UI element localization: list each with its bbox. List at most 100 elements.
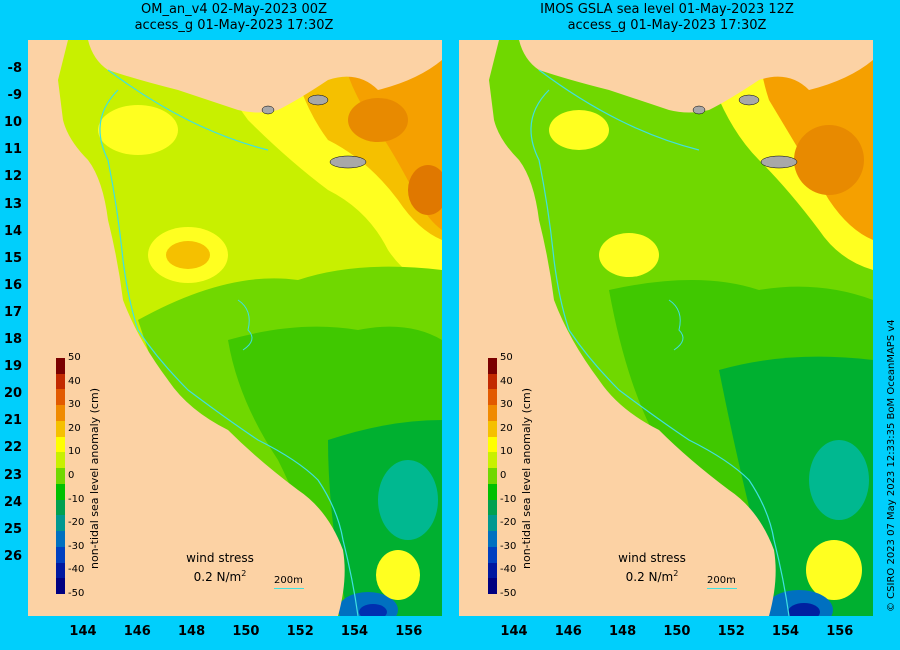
island-grey-3 [261,105,275,115]
wind-stress-line1: wind stress [618,551,686,565]
shelf-isobath [530,89,790,616]
anomaly-teal [809,440,869,520]
anomaly-teal [378,460,438,540]
png-land [519,40,873,113]
colorbar-segment [488,499,497,516]
anomaly-blue-core [788,603,820,616]
colorbar-segment [56,531,65,548]
colorbar-segment [488,358,497,375]
x-tick-label: 148 [178,624,206,639]
colorbar-segment [56,389,65,406]
y-tick-label: 16 [4,277,23,293]
colorbar-tick-label: 10 [500,446,513,458]
left-title-line1: OM_an_v4 02-May-2023 00Z [141,2,327,17]
colorbar-segment [56,358,65,375]
anomaly-blue-core [359,604,387,616]
colorbar-segment [488,452,497,469]
shelf-isobath [99,89,359,616]
y-tick-label: 10 [4,115,23,131]
anomaly-yellow-south [376,550,420,600]
colorbar-tick-label: -30 [500,540,517,552]
colorbar-tick-label: -40 [68,564,85,576]
reef-isobath [237,299,253,351]
y-tick-label: 18 [4,332,23,347]
right-map-panel [459,40,873,616]
x-tick-label: 154 [340,624,369,639]
colorbar-tick-label: -20 [500,517,517,529]
x-tick-label: 144 [500,624,528,639]
png-land [88,40,442,113]
x-tick-label: 148 [609,624,637,639]
island-grey [329,155,367,169]
colorbar-segment [488,468,497,485]
colorbar-segment [488,373,497,390]
anomaly-yellow-blob-2 [98,105,178,155]
colorbar-segment [488,405,497,422]
left-title-line2: access_g 01-May-2023 17:30Z [134,18,334,33]
colorbar-tick-label: 0 [68,470,75,481]
colorbar-title: non-tidal sea level anomaly (cm) [520,388,533,569]
colorbar-segment [56,483,65,501]
right-title-line2: access_g 01-May-2023 17:30Z [567,18,767,33]
australia-land [459,40,776,616]
y-tick-label: 14 [4,223,23,239]
png-coast-isobath [538,69,700,151]
island-grey [760,155,798,169]
island-grey-2 [738,94,760,106]
colorbar-tick-label: -50 [68,588,85,599]
reef-isobath [668,299,684,351]
colorbar-tick-label: 10 [68,446,81,458]
colorbar-segment [56,499,65,516]
colorbar-tick-label: 50 [68,352,81,363]
colorbar-tick-label: -10 [68,493,85,505]
colorbar-segment [488,562,497,579]
wind-stress-line1: wind stress [186,551,254,565]
colorbar-segment [56,578,65,595]
colorbar-tick-label: 30 [68,399,81,411]
anomaly-yellow-south [806,540,862,600]
wind-stress-line2: 0.2 N/m2 [625,569,679,584]
scale-line-left [274,588,304,589]
y-tick-label: 13 [4,196,23,212]
colorbar-tick-label: -10 [500,493,517,505]
wind-stress-label-right: wind stress 0.2 N/m2 [602,550,702,585]
x-tick-label: 156 [395,624,423,639]
x-tick-label: 152 [717,624,745,639]
colorbar-segment [56,452,65,469]
scale-line-right [707,588,737,589]
y-tick-label: 26 [4,548,23,564]
colorbar-tick-label: 40 [500,375,513,387]
x-tick-label: 154 [771,624,800,639]
colorbar-segment [488,515,497,532]
colorbar-segment [56,373,65,390]
left-map-svg [28,40,442,616]
colorbar-tick-label: 0 [500,470,507,481]
colorbar-tick-label: 20 [68,422,81,434]
colorbar-segment [488,436,497,453]
colorbar-segment [56,405,65,422]
y-tick-label: 25 [4,521,23,537]
left-map-panel [28,40,442,616]
australia-land [28,40,345,616]
x-tick-label: 150 [663,624,691,639]
anomaly-yellow-core [166,241,210,269]
colorbar-segment [488,483,497,501]
colorbar-segment [56,546,65,564]
colorbar-segment [56,468,65,485]
colorbar-segment [488,531,497,548]
island-grey-2 [307,94,329,106]
colorbar-segment [488,546,497,564]
credit-text: © CSIRO 2023 07 May 2023 12:33:35 BoM Oc… [886,319,897,612]
anomaly-yellow-blob [599,233,659,277]
x-tick-label: 152 [286,624,314,639]
scale-label-left: 200m [274,575,303,586]
colorbar-segment [56,420,65,438]
colorbar-tick-label: 40 [68,375,81,387]
y-tick-label: 20 [4,386,23,402]
x-tick-label: 146 [123,624,151,639]
colorbar-segment [56,436,65,453]
colorbar-segment [488,420,497,438]
y-tick-label: 12 [4,169,23,185]
colorbar-segment [488,578,497,595]
y-tick-label: 23 [4,467,23,483]
